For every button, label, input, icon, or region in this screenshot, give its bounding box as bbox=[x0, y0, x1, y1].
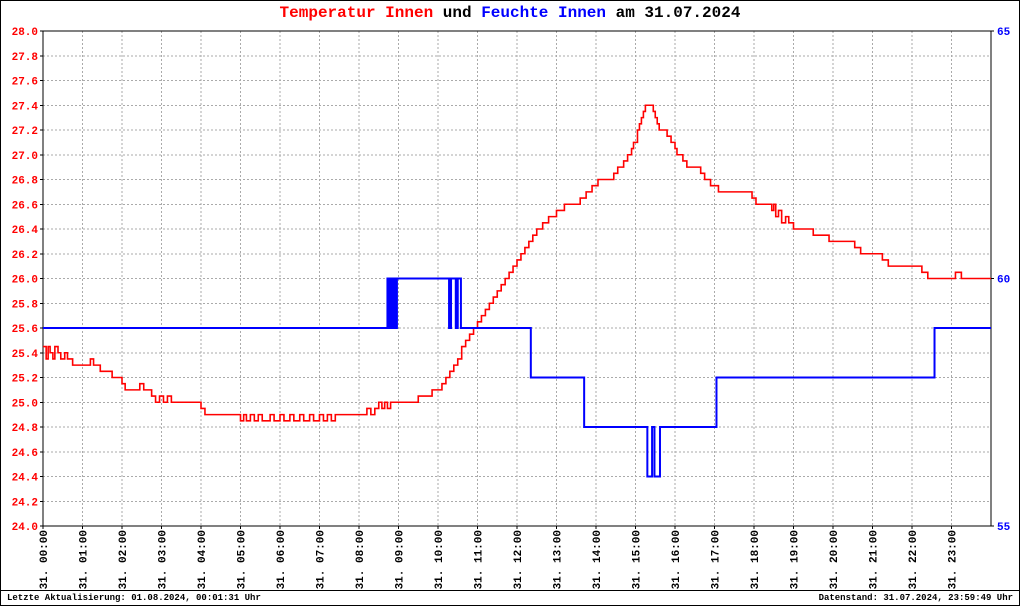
x-axis-label: 31. 17:00 bbox=[711, 530, 723, 589]
data-timestamp-text: Datenstand: 31.07.2024, 23:59:49 Uhr bbox=[818, 593, 1013, 603]
x-axis-label: 31. 03:00 bbox=[158, 530, 170, 589]
x-axis-label: 31. 18:00 bbox=[750, 530, 762, 589]
x-axis-label: 31. 19:00 bbox=[790, 530, 802, 589]
y-axis-left-label: 26.6 bbox=[12, 200, 38, 212]
y-axis-left-label: 24.4 bbox=[12, 473, 39, 485]
x-axis-label: 31. 20:00 bbox=[829, 530, 841, 589]
y-axis-left-label: 24.2 bbox=[12, 497, 38, 509]
y-axis-left-label: 25.0 bbox=[12, 398, 38, 410]
y-axis-left-label: 26.8 bbox=[12, 176, 39, 188]
y-axis-right-label: 65 bbox=[997, 27, 1011, 39]
y-axis-left-label: 25.2 bbox=[12, 374, 38, 386]
y-axis-left-label: 26.4 bbox=[12, 225, 39, 237]
y-axis-right-label: 60 bbox=[997, 275, 1010, 287]
x-axis-label: 31. 04:00 bbox=[197, 530, 209, 589]
title-date-part: am 31.07.2024 bbox=[606, 4, 741, 22]
title-temperature-part: Temperatur Innen bbox=[279, 4, 434, 22]
y-axis-left-label: 24.0 bbox=[12, 522, 38, 534]
y-axis-left-label: 27.6 bbox=[12, 77, 38, 89]
x-axis-label: 31. 06:00 bbox=[276, 530, 288, 589]
y-axis-left-label: 27.4 bbox=[12, 101, 39, 113]
y-axis-left-label: 24.8 bbox=[12, 423, 39, 435]
y-axis-left-label: 28.0 bbox=[12, 27, 38, 39]
x-axis-label: 31. 13:00 bbox=[553, 530, 565, 589]
x-axis-label: 31. 11:00 bbox=[474, 530, 486, 589]
y-axis-left-label: 24.6 bbox=[12, 448, 38, 460]
x-axis-label: 31. 01:00 bbox=[79, 530, 91, 589]
x-axis-label: 31. 05:00 bbox=[237, 530, 249, 589]
x-axis-label: 31. 21:00 bbox=[869, 530, 881, 589]
x-axis-label: 31. 09:00 bbox=[395, 530, 407, 589]
x-axis-label: 31. 07:00 bbox=[316, 530, 328, 589]
humidity-line bbox=[43, 277, 991, 478]
title-humidity-part: Feuchte Innen bbox=[481, 4, 607, 22]
x-axis-label: 31. 10:00 bbox=[434, 530, 446, 589]
x-axis-label: 31. 00:00 bbox=[39, 530, 51, 589]
y-axis-left-label: 27.8 bbox=[12, 52, 39, 64]
y-axis-left-label: 26.2 bbox=[12, 250, 38, 262]
x-axis-label: 31. 08:00 bbox=[355, 530, 367, 589]
x-axis-label: 31. 12:00 bbox=[513, 530, 525, 589]
last-update-text: Letzte Aktualisierung: 01.08.2024, 00:01… bbox=[7, 593, 261, 603]
y-axis-left-label: 25.8 bbox=[12, 299, 39, 311]
chart-title: Temperatur Innen und Feuchte Innen am 31… bbox=[1, 4, 1019, 22]
footer-divider bbox=[1, 590, 1019, 591]
x-axis-label: 31. 14:00 bbox=[592, 530, 604, 589]
x-axis-label: 31. 15:00 bbox=[632, 530, 644, 589]
x-axis-label: 31. 02:00 bbox=[118, 530, 130, 589]
x-axis-label: 31. 22:00 bbox=[908, 530, 920, 589]
temperature-line bbox=[43, 104, 991, 422]
y-axis-left-label: 25.6 bbox=[12, 324, 38, 336]
y-axis-left-label: 26.0 bbox=[12, 275, 38, 287]
y-axis-left-label: 25.4 bbox=[12, 349, 39, 361]
y-axis-right-label: 55 bbox=[997, 522, 1011, 534]
x-axis-label: 31. 16:00 bbox=[671, 530, 683, 589]
y-axis-left-label: 27.0 bbox=[12, 151, 38, 163]
x-axis-label: 31. 23:00 bbox=[948, 530, 960, 589]
y-axis-left-label: 27.2 bbox=[12, 126, 38, 138]
title-und-part: und bbox=[433, 4, 482, 22]
